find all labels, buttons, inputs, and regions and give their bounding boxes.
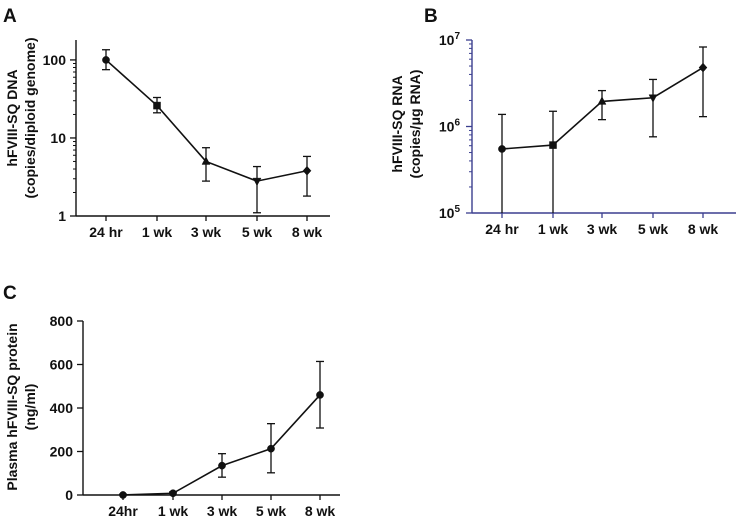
panel-a-data-point (201, 156, 211, 165)
panel-c-data-point (267, 444, 275, 453)
panel-b: B hFVIII-SQ RNA (copies/μg RNA) 105 106 10… (389, 6, 736, 237)
panel-c-xtick-label: 8 wk (305, 503, 336, 517)
panel-c-label: C (3, 283, 17, 304)
panel-c-ytick-label: 0 (65, 487, 73, 503)
panel-a-ytick-label: 1 (58, 208, 66, 224)
panel-a: A hFVIII-SQ DNA (copies/diploid genome) … (3, 6, 330, 240)
panel-c-ytick-label: 400 (50, 400, 74, 416)
panel-b-data-point (648, 94, 658, 103)
panel-b-data-point (597, 96, 607, 105)
panel-c-data-point (218, 461, 226, 470)
panel-a-data-point (252, 177, 262, 187)
panel-a-xtick-label: 5 wk (242, 224, 273, 240)
panel-c-xtick-label: 5 wk (256, 503, 287, 517)
panel-a-ytick-label: 100 (43, 52, 67, 68)
panel-a-xtick-label: 3 wk (191, 224, 222, 240)
panel-b-ytick-label: 107 (439, 31, 461, 48)
panel-a-ytick-label: 10 (50, 130, 66, 146)
panel-c-series-line (122, 394, 321, 496)
panel-b-xtick-label: 24 hr (485, 221, 519, 237)
panel-a-ylabel-line2: (copies/diploid genome) (22, 37, 38, 198)
panel-b-ylabel-line2: (copies/μg RNA) (407, 70, 423, 179)
panel-b-ytick-label: 105 (439, 204, 461, 221)
panel-b-xtick-label: 8 wk (688, 221, 719, 237)
panel-b-data-point (498, 145, 506, 153)
panel-b-xtick-label: 1 wk (538, 221, 569, 237)
panel-c-ytick-label: 600 (50, 357, 74, 373)
panel-c-data-point (169, 489, 177, 498)
panel-c-data-point (316, 391, 324, 399)
panel-c-ytick-label: 200 (50, 444, 74, 460)
panel-b-data-point (549, 141, 557, 149)
panel-b-ytick-label: 106 (439, 118, 461, 135)
panel-b-data-point (698, 62, 708, 73)
panel-a-data-point (102, 56, 110, 64)
panel-a-ylabel-line1: hFVIII-SQ DNA (4, 69, 20, 166)
panel-a-label: A (3, 6, 17, 27)
panel-b-xtick-label: 5 wk (638, 221, 669, 237)
panel-c-data-point (119, 491, 127, 499)
panel-c-xtick-label: 1 wk (158, 503, 189, 517)
panel-c-ytick-label: 800 (50, 313, 74, 329)
panel-c-ylabel-line1: Plasma hFVIII-SQ protein (4, 323, 20, 490)
panel-a-xtick-label: 24 hr (89, 224, 123, 240)
panel-c-xtick-label: 24hr (108, 503, 138, 517)
panel-a-data-point (302, 165, 312, 176)
panel-a-xtick-label: 8 wk (292, 224, 323, 240)
panel-b-label: B (424, 6, 438, 27)
panel-c: C Plasma hFVIII-SQ protein (ng/ml) 0 200 4… (3, 283, 340, 519)
panel-a-data-point (153, 101, 161, 110)
panel-c-xtick-label: 3 wk (207, 503, 238, 517)
panel-a-xtick-label: 1 wk (142, 224, 173, 240)
panel-c-ylabel-line2: (ng/ml) (22, 384, 38, 431)
panel-b-ylabel-line1: hFVIII-SQ RNA (389, 75, 405, 172)
panel-b-xtick-label: 3 wk (587, 221, 618, 237)
